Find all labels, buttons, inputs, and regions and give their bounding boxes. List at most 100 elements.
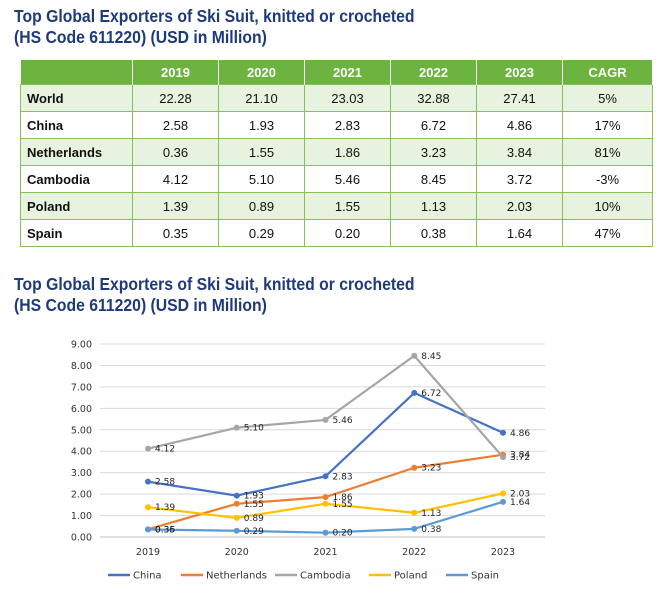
table-title-line-2: (HS Code 611220) (USD in Million) [14,27,267,47]
header-blank [20,60,133,85]
data-label: 1.55 [244,500,264,510]
data-label: 4.12 [155,445,175,455]
cell-value: 27.41 [476,84,563,112]
exporters-table: 2019 2020 2021 2022 2023 CAGR World 22.2… [20,60,653,247]
chart-series [145,352,506,536]
data-label: 2.03 [510,489,530,499]
cell-value: 2.58 [132,111,219,139]
cell-value: 1.86 [304,138,391,166]
header-cagr: CAGR [562,60,653,85]
data-label: 0.20 [333,529,353,539]
y-tick-label: 5.00 [71,425,92,436]
cell-cagr: 5% [562,84,653,112]
legend-label: Poland [394,571,427,582]
data-point [322,494,329,501]
header-2021: 2021 [304,60,391,85]
data-point [411,525,418,532]
table-row-spain: Spain 0.35 0.29 0.20 0.38 1.64 47% [20,219,653,247]
cell-value: 21.10 [218,84,305,112]
cell-value: 32.88 [390,84,477,112]
header-2022: 2022 [390,60,477,85]
chart-title-line-2: (HS Code 611220) (USD in Million) [14,295,267,315]
table-header-row: 2019 2020 2021 2022 2023 CAGR [20,60,653,85]
data-point [411,509,418,516]
cell-value: 5.10 [218,165,305,193]
table-title-line-1: Top Global Exporters of Ski Suit, knitte… [14,6,415,26]
legend-label: Netherlands [206,571,267,582]
row-label: Spain [20,219,133,247]
cell-value: 1.55 [218,138,305,166]
legend-label: Cambodia [300,571,351,582]
data-point [233,492,240,499]
data-label: 3.72 [510,453,530,463]
cell-value: 2.03 [476,192,563,220]
data-point [145,478,151,485]
data-point [411,464,418,471]
data-point [233,500,240,507]
data-point [322,529,329,536]
data-label: 5.46 [333,416,353,426]
data-point [322,500,329,507]
y-tick-label: 1.00 [71,511,92,522]
header-2023: 2023 [476,60,563,85]
data-point [500,454,506,461]
cell-value: 23.03 [304,84,391,112]
data-label: 0.89 [244,514,264,524]
y-tick-label: 6.00 [71,404,92,415]
chart-legend: China Netherlands Cambodia Poland Spain [108,571,499,582]
chart-gridlines [100,343,545,538]
cell-value: 0.38 [390,219,477,247]
y-tick-label: 8.00 [71,361,92,372]
cell-value: 1.93 [218,111,305,139]
y-tick-label: 0.00 [71,533,92,544]
legend-label: China [133,571,162,582]
table-row-poland: Poland 1.39 0.89 1.55 1.13 2.03 10% [20,192,653,220]
data-label: 3.84 [510,451,530,461]
cell-value: 0.35 [132,219,219,247]
data-point [322,416,329,423]
legend-label: Spain [471,571,499,582]
data-label: 0.36 [155,525,175,535]
data-label: 2.83 [333,472,353,482]
row-label: World [20,84,133,112]
chart-title: Top Global Exporters of Ski Suit, knitte… [14,274,415,316]
table-row-world: World 22.28 21.10 23.03 32.88 27.41 5% [20,84,653,112]
y-tick-label: 2.00 [71,490,92,501]
x-tick-label: 2019 [136,547,160,558]
cell-value: 2.83 [304,111,391,139]
y-tick-label: 7.00 [71,382,92,393]
data-point [500,490,506,497]
data-label: 1.64 [510,498,530,508]
cell-cagr: -3% [562,165,653,193]
data-point [500,429,506,436]
data-label: 1.39 [155,503,175,513]
data-label: 1.13 [421,509,441,519]
data-label: 1.86 [333,493,353,503]
data-label: 1.93 [244,492,264,502]
data-label: 4.86 [510,429,530,439]
data-point [500,498,506,505]
data-point [145,526,151,533]
data-label: 1.55 [333,500,353,510]
table-title: Top Global Exporters of Ski Suit, knitte… [14,6,415,48]
cell-value: 0.89 [218,192,305,220]
series-line-cambodia [147,354,504,458]
cell-cagr: 47% [562,219,653,247]
data-label: 5.10 [244,424,264,434]
chart-title-line-1: Top Global Exporters of Ski Suit, knitte… [14,274,415,294]
header-2019: 2019 [132,60,219,85]
data-point [233,527,240,534]
data-label: 6.72 [421,389,441,399]
data-label: 0.29 [244,527,264,537]
data-label: 0.38 [421,525,441,535]
data-point [233,514,240,521]
y-tick-label: 4.00 [71,447,92,458]
x-tick-label: 2022 [402,547,426,558]
cell-value: 0.20 [304,219,391,247]
cell-value: 6.72 [390,111,477,139]
data-point [145,504,151,511]
cell-value: 3.84 [476,138,563,166]
cell-value: 1.55 [304,192,391,220]
data-label: 2.58 [155,478,175,488]
table-row-china: China 2.58 1.93 2.83 6.72 4.86 17% [20,111,653,139]
